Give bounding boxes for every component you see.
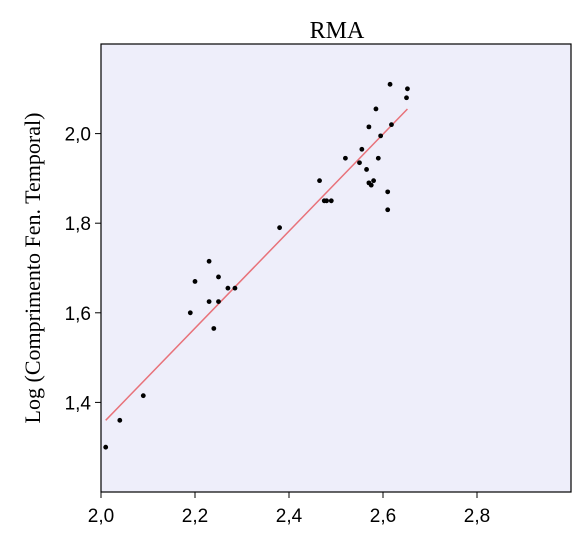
y-tick-label: 2,0 xyxy=(65,125,91,146)
x-axis: 2,0 2,2 2,4 2,6 2,8 xyxy=(88,492,490,527)
y-tick-label: 1,6 xyxy=(65,304,91,325)
data-point xyxy=(385,207,391,213)
data-point xyxy=(277,225,282,231)
data-point xyxy=(206,299,212,304)
y-axis-label: Log (Comprimento Fen. Temporal) xyxy=(20,113,45,424)
data-point xyxy=(317,178,322,184)
data-point xyxy=(371,178,376,184)
data-point xyxy=(364,167,369,172)
x-tick-label: 2,8 xyxy=(464,506,490,527)
data-point xyxy=(232,285,238,291)
data-point xyxy=(359,146,365,152)
x-tick-label: 2,2 xyxy=(182,506,208,527)
data-point xyxy=(140,393,146,399)
data-point xyxy=(216,274,221,280)
data-point xyxy=(117,417,123,423)
data-point xyxy=(378,133,384,139)
regression-line xyxy=(105,108,408,421)
data-point xyxy=(206,258,212,264)
data-point xyxy=(385,189,391,195)
data-point xyxy=(368,182,374,188)
data-point xyxy=(216,299,221,304)
data-point xyxy=(373,106,379,112)
data-point xyxy=(328,198,334,204)
data-point xyxy=(357,160,362,166)
data-points xyxy=(103,81,410,450)
x-tick-label: 2,4 xyxy=(276,506,303,527)
data-point xyxy=(192,279,198,284)
data-point xyxy=(405,86,410,92)
data-point xyxy=(343,155,348,161)
data-point xyxy=(324,198,329,204)
data-point xyxy=(366,124,372,130)
data-point xyxy=(211,326,217,331)
data-point xyxy=(404,95,409,101)
data-point xyxy=(187,310,193,316)
x-tick-label: 2,0 xyxy=(88,506,114,527)
data-point xyxy=(375,155,381,161)
x-tick-label: 2,6 xyxy=(370,506,396,527)
chart-title: RMA xyxy=(310,18,365,44)
y-axis: 1,4 1,6 1,8 2,0 xyxy=(65,125,101,414)
data-point xyxy=(387,81,393,87)
data-point xyxy=(389,122,394,128)
data-point xyxy=(103,444,109,450)
plot-area xyxy=(100,43,572,493)
y-tick-label: 1,8 xyxy=(65,214,91,235)
y-tick-label: 1,4 xyxy=(65,393,92,414)
data-point xyxy=(225,285,231,291)
